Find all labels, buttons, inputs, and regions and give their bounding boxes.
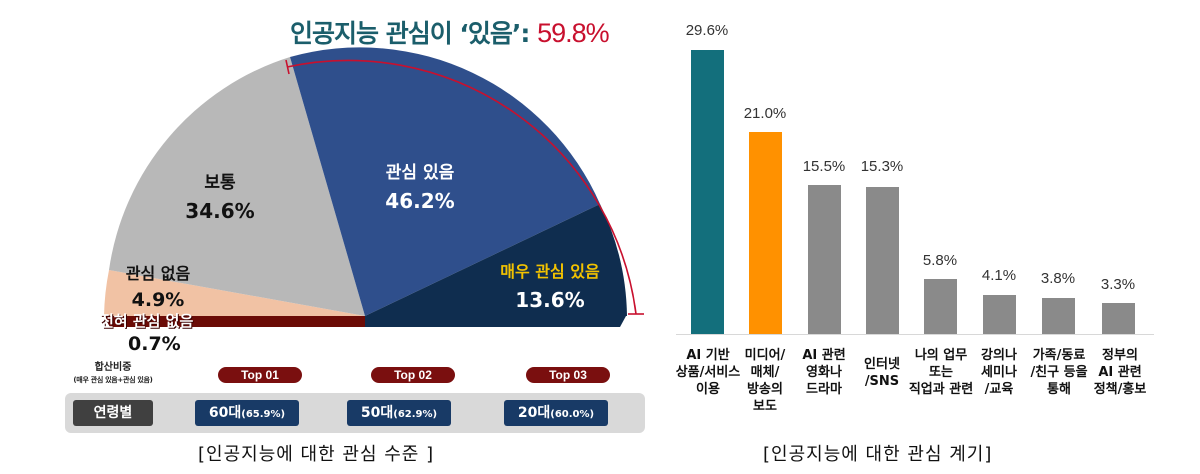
headline-value: 59.8%	[537, 18, 610, 48]
label-normal: 보통 34.6%	[185, 173, 255, 223]
slice-not-interested	[104, 270, 365, 316]
label-not-interested: 관심 없음 4.9%	[125, 264, 191, 311]
age-rank-2: 50대(62.9%)	[347, 400, 451, 426]
age-group-label: 연령별	[73, 400, 153, 426]
bar-value-2: 21.0%	[743, 105, 787, 122]
slice-normal	[109, 57, 365, 316]
bar-category-2: 미디어/ 매체/ 방송의 보도	[744, 348, 786, 414]
bar-value-1: 29.6%	[685, 22, 729, 39]
slice-very-interested	[365, 204, 627, 316]
bracket-tick-start	[285, 59, 290, 75]
interest-bracket-arc	[286, 59, 637, 315]
rank-pill-3: Top 03	[526, 367, 610, 383]
bar-category-6: 강의나 세미나 /교육	[981, 348, 1017, 397]
headline-text: 인공지능 관심이 ‘있음’:	[290, 19, 538, 48]
rank-pill-1: Top 01	[218, 367, 302, 383]
bar-government	[1102, 303, 1135, 334]
bar-internet	[866, 187, 899, 334]
right-caption: [인공지능에 대한 관심 계기]	[763, 444, 993, 465]
age-rank-3: 20대(60.0%)	[504, 400, 608, 426]
bar-movies	[808, 185, 841, 334]
bar-value-5: 5.8%	[922, 252, 958, 269]
bar-category-8: 정부의 AI 관련 정책/홍보	[1093, 348, 1147, 397]
bar-category-1: AI 기반 상품/서비스 이용	[675, 348, 741, 397]
label-very-interested: 매우 관심 있음 13.6%	[500, 262, 600, 312]
label-never-interested: 전혀 관심 없음	[100, 312, 194, 330]
pie-headline: 인공지능 관심이 ‘있음’: 59.8%	[290, 14, 610, 50]
slice-never-interested	[104, 316, 365, 327]
bar-family	[1042, 298, 1075, 334]
bar-work	[924, 279, 957, 334]
bar-value-7: 3.8%	[1040, 270, 1076, 287]
bar-education	[983, 295, 1016, 334]
interest-level-pie	[104, 47, 644, 327]
bar-value-4: 15.3%	[860, 158, 904, 175]
value-never-interested: 0.7%	[128, 333, 181, 355]
bar-chart-baseline	[676, 334, 1154, 335]
bar-value-6: 4.1%	[981, 267, 1017, 284]
rank-pill-2: Top 02	[371, 367, 455, 383]
bar-value-3: 15.5%	[802, 158, 846, 175]
sum-ratio-label: 합산비중 (매우 관심 있음+관심 있음)	[73, 362, 153, 384]
age-rank-1: 60대(65.9%)	[195, 400, 299, 426]
bar-category-4: 인터넷 /SNS	[864, 357, 900, 389]
bar-value-8: 3.3%	[1100, 276, 1136, 293]
bar-category-3: AI 관련 영화나 드라마	[802, 348, 846, 397]
left-caption: [인공지능에 대한 관심 수준 ]	[198, 444, 435, 465]
label-interested: 관심 있음 46.2%	[385, 163, 455, 213]
bar-category-5: 나의 업무 또는 직업과 관련	[908, 348, 974, 397]
bar-category-7: 가족/동료 /친구 등을 통해	[1030, 348, 1088, 397]
bar-media	[749, 132, 782, 334]
bar-ai-products	[691, 50, 724, 334]
slice-interested	[290, 47, 600, 316]
